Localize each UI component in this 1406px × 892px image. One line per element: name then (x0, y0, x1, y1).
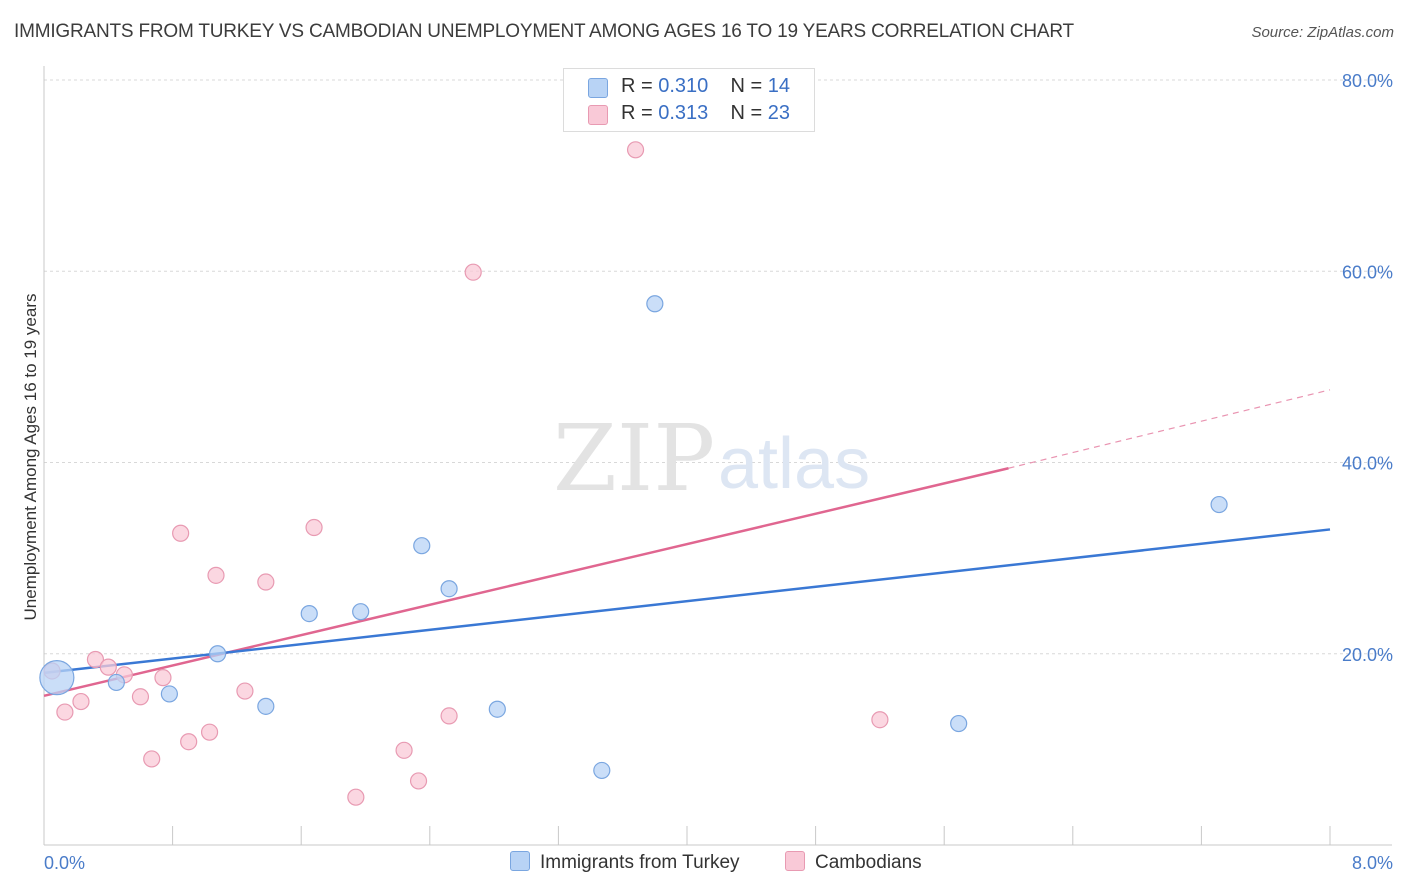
cambodian-point (56, 703, 74, 721)
legend-r-value-turkey: 0.310 (658, 75, 709, 97)
y-tick-labels: 20.0% 40.0% 60.0% 80.0% (1342, 71, 1393, 665)
turkey-point (440, 580, 458, 598)
y-tick-label: 20.0% (1342, 645, 1393, 665)
cambodian-point (257, 573, 275, 591)
cambodian-point (143, 750, 161, 768)
y-axis-label: Unemployment Among Ages 16 to 19 years (21, 294, 40, 621)
watermark: ZIP atlas (553, 405, 870, 512)
trendlines (43, 389, 1331, 698)
cambodian-point (440, 707, 458, 725)
cambodian-point (154, 669, 172, 687)
cambodian-point (464, 263, 482, 281)
turkey-point (300, 604, 318, 623)
turkey-trendline (43, 528, 1331, 675)
bottom-legend-cambodian: Cambodians (785, 851, 922, 874)
cambodian-point (200, 723, 219, 741)
turkey-point (413, 537, 431, 555)
turkey-point (39, 660, 75, 696)
cambodian-point (86, 650, 105, 669)
chart-title: IMMIGRANTS FROM TURKEY VS CAMBODIAN UNEM… (14, 21, 1074, 42)
cambodian-swatch (588, 105, 608, 125)
turkey-legend-label: Immigrants from Turkey (540, 852, 740, 873)
turkey-point (1210, 495, 1228, 514)
turkey-point (160, 685, 178, 703)
legend-r-label: R = (621, 102, 653, 124)
turkey-point (950, 714, 968, 733)
cambodian-point (395, 741, 413, 759)
legend-n-value-turkey: 14 (767, 75, 791, 97)
legend-r-value-cambodian: 0.313 (658, 102, 709, 124)
x-tick-label: 0.0% (44, 853, 85, 873)
cambodian-point (871, 711, 889, 729)
y-tick-label: 60.0% (1342, 262, 1393, 282)
cambodian-trendline-extension (1008, 389, 1331, 469)
y-tick-label: 80.0% (1342, 71, 1393, 91)
cambodian-point (626, 141, 645, 159)
cambodian-point (409, 772, 428, 790)
x-tick-labels: 0.0% 8.0% (44, 853, 1393, 873)
cambodian-point (236, 682, 254, 700)
cambodian-legend-label: Cambodians (815, 852, 922, 873)
watermark-atlas: atlas (718, 424, 870, 504)
source-label: Source: ZipAtlas.com (1251, 24, 1394, 41)
legend-n-value-cambodian: 23 (767, 102, 791, 124)
turkey-point (646, 295, 664, 313)
cambodian-point (99, 658, 117, 676)
cambodian-point (347, 788, 365, 806)
cambodian-trendline (43, 467, 1009, 698)
bottom-legend-turkey: Immigrants from Turkey (510, 851, 740, 874)
turkey-point (257, 697, 275, 715)
turkey-swatch (588, 78, 608, 98)
turkey-point (488, 700, 506, 718)
cambodian-point (180, 733, 198, 751)
grid (44, 79, 1392, 655)
cambodian-point (131, 688, 150, 706)
legend-n-label: N = (730, 102, 763, 124)
correlation-legend: R = 0.310 N = 14 R = 0.313 N = 23 (563, 68, 815, 132)
legend-n-label: N = (730, 75, 763, 97)
cambodian-legend-swatch (785, 851, 805, 871)
cambodian-point (207, 566, 225, 584)
turkey-legend-swatch (510, 851, 530, 871)
turkey-point (352, 603, 370, 621)
cambodian-point (172, 524, 190, 542)
turkey-point (209, 645, 227, 663)
legend-r-label: R = (621, 75, 653, 97)
turkey-point (107, 673, 125, 692)
watermark-zip: ZIP (553, 405, 715, 512)
cambodian-point (305, 518, 323, 537)
turkey-point (593, 761, 611, 780)
y-tick-label: 40.0% (1342, 454, 1393, 474)
x-tick-label: 8.0% (1352, 853, 1393, 873)
axes (43, 66, 1392, 846)
data-points (39, 141, 1228, 806)
cambodian-point (72, 692, 90, 711)
